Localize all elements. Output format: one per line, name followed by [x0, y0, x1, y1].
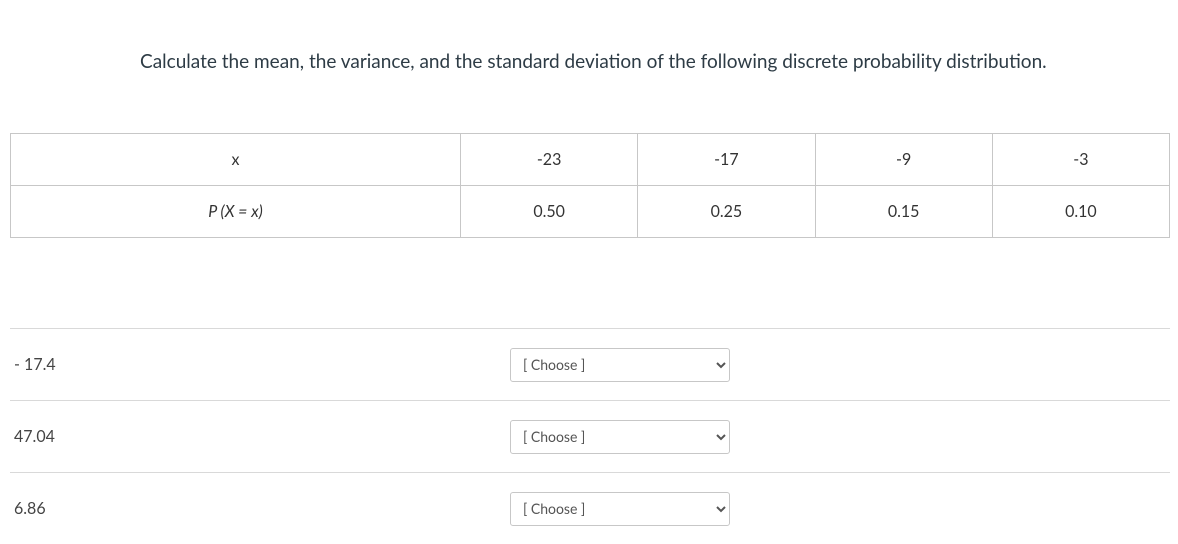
answer-row: 6.86 [ Choose ]	[10, 472, 1170, 544]
table-row: P (X = x) 0.50 0.25 0.15 0.10	[11, 186, 1170, 238]
table-row: x -23 -17 -9 -3	[11, 134, 1170, 186]
table-cell: 0.25	[638, 186, 815, 238]
answer-select-1[interactable]: [ Choose ]	[510, 348, 730, 382]
table-cell: 0.15	[815, 186, 992, 238]
row-header-x: x	[11, 134, 461, 186]
row-header-p: P (X = x)	[11, 186, 461, 238]
table-cell: -9	[815, 134, 992, 186]
table-cell: 0.10	[992, 186, 1169, 238]
table-cell: -17	[638, 134, 815, 186]
answer-value-label: 6.86	[10, 499, 510, 518]
table-cell: -3	[992, 134, 1169, 186]
answer-value-label: - 17.4	[10, 355, 510, 374]
answer-select-3[interactable]: [ Choose ]	[510, 492, 730, 526]
answer-row: 47.04 [ Choose ]	[10, 400, 1170, 472]
answer-value-label: 47.04	[10, 427, 510, 446]
answer-select-2[interactable]: [ Choose ]	[510, 420, 730, 454]
answer-row: - 17.4 [ Choose ]	[10, 328, 1170, 400]
table-cell: -23	[461, 134, 638, 186]
answer-matching-section: - 17.4 [ Choose ] 47.04 [ Choose ] 6.86 …	[10, 328, 1170, 544]
question-prompt: Calculate the mean, the variance, and th…	[140, 50, 1168, 73]
table-cell: 0.50	[461, 186, 638, 238]
distribution-table: x -23 -17 -9 -3 P (X = x) 0.50 0.25 0.15…	[10, 133, 1170, 238]
